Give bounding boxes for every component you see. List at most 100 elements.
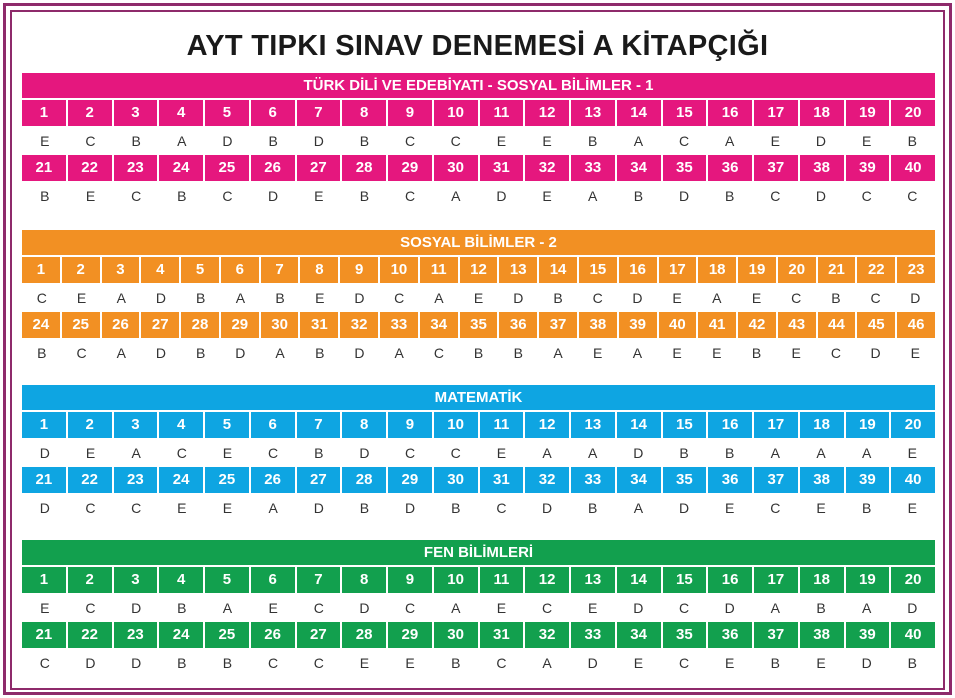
question-number: 5: [203, 100, 249, 126]
question-number: 29: [386, 155, 432, 181]
question-number: 37: [752, 467, 798, 493]
answer: E: [791, 345, 801, 361]
question-number: 29: [386, 622, 432, 648]
question-number: 1: [36, 261, 46, 278]
question-number: 11: [417, 257, 458, 283]
question-number: 4: [157, 567, 203, 593]
answer: B: [588, 133, 598, 149]
question-number: 20: [775, 257, 816, 283]
question-number: 31: [477, 155, 524, 181]
question-number: 22: [855, 257, 895, 283]
answer: C: [450, 445, 461, 461]
question-number: 15: [576, 257, 617, 283]
answer: E: [40, 133, 50, 149]
answer: A: [451, 188, 461, 204]
answer: D: [870, 345, 881, 361]
answer: B: [177, 655, 187, 671]
answer: D: [313, 133, 324, 149]
answer: C: [36, 290, 47, 306]
answer: B: [177, 188, 187, 204]
answer: C: [870, 290, 881, 306]
question-number: 23: [111, 155, 158, 181]
answer: C: [678, 600, 690, 616]
question-number: 42: [736, 312, 776, 338]
question-number: 30: [431, 622, 478, 648]
answer: D: [313, 500, 324, 516]
answer: E: [542, 133, 552, 149]
answer: C: [313, 655, 324, 671]
answer: B: [451, 655, 461, 671]
answer: C: [268, 655, 279, 671]
question-number: 14: [614, 100, 661, 126]
number-row: 1 2 3 4 5 6 7 8 9 10 11 12 13 14 15 16 17 18 19 20: [22, 567, 935, 593]
answer: E: [588, 600, 598, 616]
answer: B: [37, 345, 47, 361]
answer: E: [85, 445, 96, 461]
question-number: 35: [660, 467, 707, 493]
answer: D: [85, 655, 96, 671]
question-number: 3: [111, 100, 158, 126]
answer: D: [39, 500, 50, 516]
question-number: 14: [537, 257, 577, 283]
answer: C: [861, 188, 872, 204]
page-title: AYT TIPKI SINAV DENEMESİ A KİTAPÇIĞI: [186, 30, 769, 62]
answer: C: [85, 500, 96, 516]
question-number: 33: [569, 467, 615, 493]
question-number: 2: [65, 412, 112, 438]
answer: B: [359, 188, 370, 204]
question-number: 25: [203, 155, 249, 181]
question-number: 19: [843, 412, 890, 438]
question-number: 7: [294, 100, 341, 126]
question-number: 3: [111, 567, 158, 593]
answer: A: [451, 600, 461, 616]
question-number: 33: [569, 622, 615, 648]
question-number: 25: [203, 622, 249, 648]
question-number: 39: [843, 622, 890, 648]
question-number: 32: [523, 622, 569, 648]
answer: A: [588, 188, 598, 204]
answer: D: [354, 345, 365, 361]
question-number: 12: [523, 100, 569, 126]
question-number: 40: [656, 312, 697, 338]
number-row: 1 2 3 4 5 6 7 8 9 10 11 12 13 14 15 16 17 18 19 20: [22, 100, 935, 126]
answer: A: [434, 290, 444, 306]
answer: B: [816, 600, 826, 616]
question-number: 8: [340, 567, 386, 593]
answer: C: [131, 188, 142, 204]
question-number: 34: [417, 312, 458, 338]
answer: E: [712, 345, 722, 361]
question-number: 35: [660, 155, 707, 181]
answer: A: [116, 290, 126, 306]
answer: D: [359, 600, 370, 616]
answer: E: [725, 655, 735, 671]
section-header: FEN BİLİMLERİ: [22, 540, 935, 565]
question-number: 12: [457, 257, 498, 283]
answer: C: [131, 500, 142, 516]
question-number: 22: [65, 155, 112, 181]
question-number: 8: [298, 257, 338, 283]
question-number: 21: [35, 626, 53, 643]
answer: E: [816, 500, 826, 516]
answer: A: [770, 445, 780, 461]
question-number: 30: [258, 312, 299, 338]
question-number: 7: [294, 567, 341, 593]
answer: E: [314, 188, 324, 204]
question-number: 21: [35, 471, 53, 488]
answer: D: [222, 133, 233, 149]
question-number: 35: [457, 312, 498, 338]
question-number: 1: [39, 571, 49, 588]
answer: C: [39, 655, 50, 671]
answer: E: [672, 345, 682, 361]
question-number: 8: [340, 412, 386, 438]
number-row: 1 2 3 4 5 6 7 8 9 10 11 12 13 14 15 16 17 18 19 20: [22, 412, 935, 438]
answer: A: [633, 133, 644, 149]
question-number: 6: [218, 257, 259, 283]
question-number: 33: [569, 155, 615, 181]
answer: D: [354, 290, 365, 306]
answer: A: [632, 345, 643, 361]
answer: E: [315, 290, 325, 306]
question-number: 38: [797, 155, 844, 181]
question-number: 9: [386, 567, 432, 593]
